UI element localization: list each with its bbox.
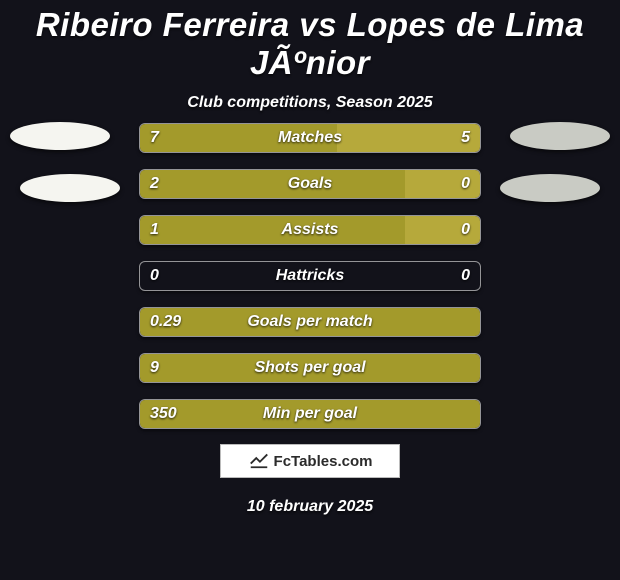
stats-panel: 75Matches20Goals10Assists00Hattricks0.29… [139, 123, 481, 445]
team-right-marker-1 [510, 122, 610, 150]
bar-left [140, 216, 405, 244]
stat-value-right: 0 [461, 170, 470, 198]
bar-left [140, 170, 405, 198]
stat-row: 9Shots per goal [139, 353, 481, 383]
stat-row: 20Goals [139, 169, 481, 199]
stat-row: 10Assists [139, 215, 481, 245]
stat-value-left: 350 [150, 400, 177, 428]
stat-value-left: 0 [150, 262, 159, 290]
stat-row: 0 0Hattricks [139, 261, 481, 291]
bar-left [140, 400, 480, 428]
stat-value-right: 0 [461, 262, 470, 290]
team-left-marker-1 [10, 122, 110, 150]
stat-row: 75Matches [139, 123, 481, 153]
brand-text: FcTables.com [274, 453, 373, 470]
chart-icon [248, 448, 270, 474]
stat-row: 350Min per goal [139, 399, 481, 429]
bar-left [140, 308, 480, 336]
stat-value-right: 5 [461, 124, 470, 152]
date-label: 10 february 2025 [0, 498, 620, 516]
bar-right [337, 124, 480, 152]
stat-value-left: 7 [150, 124, 159, 152]
stat-label: Hattricks [140, 262, 480, 290]
stat-row: 0.29Goals per match [139, 307, 481, 337]
bar-left [140, 354, 480, 382]
brand-badge: FcTables.com [220, 444, 400, 478]
stat-value-right: 0 [461, 216, 470, 244]
team-left-marker-2 [20, 174, 120, 202]
bar-left [140, 124, 337, 152]
team-right-marker-2 [500, 174, 600, 202]
stat-value-left: 1 [150, 216, 159, 244]
stat-value-left: 9 [150, 354, 159, 382]
stat-value-left: 0.29 [150, 308, 181, 336]
page-title: Ribeiro Ferreira vs Lopes de Lima JÃºnio… [0, 0, 620, 82]
stat-value-left: 2 [150, 170, 159, 198]
page-subtitle: Club competitions, Season 2025 [0, 94, 620, 112]
